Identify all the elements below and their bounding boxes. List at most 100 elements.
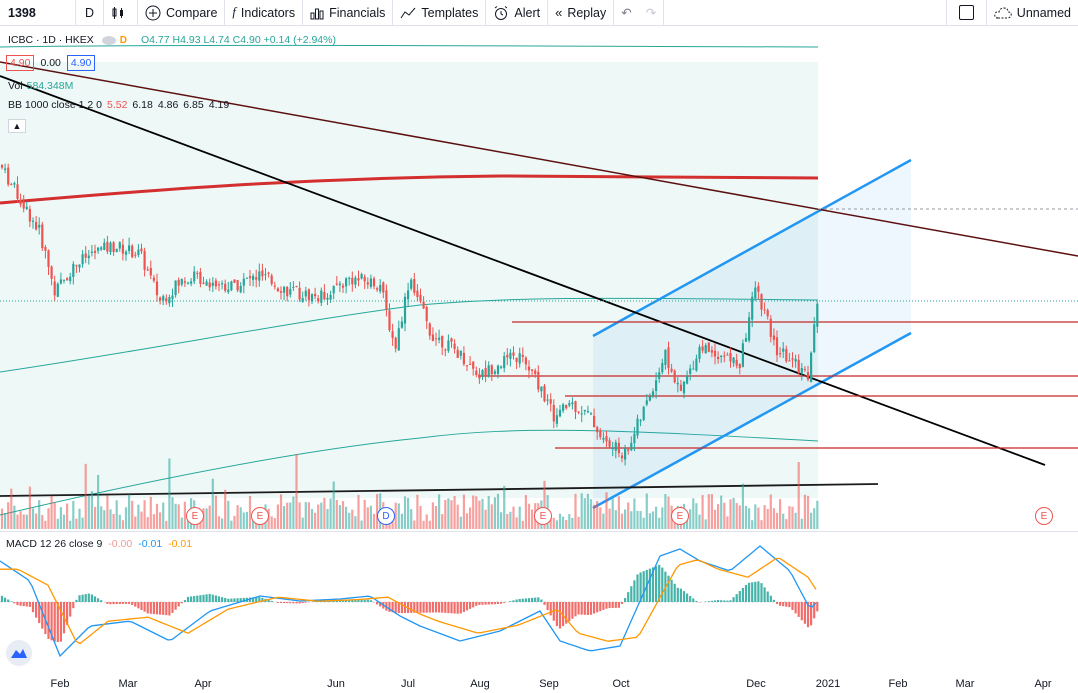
bid-price[interactable]: 4.90 — [6, 55, 35, 71]
macd-histogram-bar — [593, 602, 596, 614]
candle-body — [760, 293, 763, 310]
macd-histogram-bar — [50, 602, 53, 641]
undo-button[interactable]: ↶ — [621, 6, 632, 20]
candle-body — [698, 347, 701, 359]
candle-body — [236, 280, 239, 291]
volume-bar — [583, 498, 586, 529]
volume-bar — [614, 510, 617, 529]
fullscreen-button[interactable] — [945, 0, 987, 26]
candle-body — [264, 274, 267, 276]
macd-histogram-bar — [782, 602, 785, 607]
earnings-badge[interactable]: E — [251, 507, 269, 525]
macd-histogram-value: -0.00 — [108, 538, 133, 550]
volume-bar — [428, 520, 431, 529]
candle-body — [503, 356, 506, 369]
macd-histogram-bar — [431, 602, 434, 613]
volume-bar — [751, 520, 754, 529]
financials-button[interactable]: Financials — [303, 0, 394, 26]
macd-histogram-bar — [100, 600, 103, 602]
volume-bar — [717, 504, 720, 529]
tradingview-logo-icon[interactable] — [6, 640, 32, 666]
macd-histogram-bar — [521, 598, 524, 602]
chart-type-button[interactable] — [104, 0, 138, 26]
macd-histogram-bar — [112, 602, 115, 605]
macd-pane[interactable]: MACD 12 26 close 9 -0.00 -0.01 -0.01 — [0, 531, 1078, 673]
candle-body — [803, 369, 806, 371]
replay-button[interactable]: « Replay — [548, 0, 615, 26]
macd-histogram-bar — [19, 602, 22, 606]
volume-bar — [155, 503, 159, 529]
symbol-search[interactable]: 1398 — [0, 0, 76, 26]
macd-histogram-bar — [472, 602, 475, 608]
macd-histogram-bar — [10, 601, 13, 602]
volume-bar — [335, 499, 338, 529]
earnings-badge[interactable]: E — [1035, 507, 1053, 525]
macd-histogram-bar — [146, 602, 149, 614]
dividend-event-badge[interactable]: D — [377, 507, 395, 525]
interval-button[interactable]: D — [76, 0, 104, 26]
volume-bar — [531, 509, 534, 529]
macd-histogram-bar — [87, 593, 90, 602]
macd-histogram-bar — [500, 602, 503, 604]
volume-bar — [512, 506, 515, 529]
macd-histogram-bar — [810, 602, 813, 626]
volume-bar — [289, 502, 292, 529]
candle-body — [338, 283, 341, 286]
compare-button[interactable]: Compare — [138, 0, 226, 26]
macd-histogram-bar — [676, 587, 679, 602]
volume-bar — [103, 510, 106, 529]
macd-histogram-bar — [137, 602, 140, 609]
main-chart-pane[interactable]: ICBC · 1D · HKEX D O4.77 H4.93 L4.74 C4.… — [0, 26, 1078, 529]
redo-button[interactable]: ↷ — [639, 0, 665, 26]
indicators-button[interactable]: f Indicators — [225, 0, 304, 26]
volume-bar — [549, 515, 552, 529]
macd-histogram-bar — [537, 597, 540, 602]
candle-body — [720, 355, 723, 358]
templates-icon — [400, 7, 416, 18]
macd-histogram-bar — [760, 583, 763, 602]
candle-body — [422, 301, 425, 309]
volume-bar — [121, 520, 124, 529]
eye-icon[interactable] — [101, 35, 116, 45]
volume-bar — [475, 496, 478, 529]
candle-body — [28, 208, 31, 222]
candle-body — [496, 365, 500, 374]
macd-histogram-bar — [589, 602, 593, 615]
candle-body — [794, 358, 797, 362]
volume-bar — [211, 478, 214, 529]
earnings-badge[interactable]: E — [671, 507, 689, 525]
macd-histogram-bar — [779, 602, 782, 606]
candle-body — [549, 399, 552, 404]
macd-histogram-bar — [348, 600, 351, 602]
macd-line — [0, 545, 817, 658]
macd-histogram-bar — [630, 586, 633, 602]
time-axis[interactable]: Feb Mar Apr Jun Jul Aug Sep Oct Dec 2021… — [0, 673, 1078, 693]
alert-button[interactable]: Alert — [486, 0, 549, 26]
candle-body — [323, 292, 326, 300]
volume-bar — [180, 517, 183, 529]
dividend-badge: D — [119, 34, 127, 46]
macd-histogram-bar — [186, 596, 190, 602]
earnings-badge[interactable]: E — [534, 507, 552, 525]
candle-body — [462, 352, 465, 365]
macd-histogram-bar — [388, 602, 391, 612]
volume-bar — [22, 514, 25, 529]
candle-body — [726, 354, 729, 356]
candle-body — [217, 284, 221, 286]
candle-body — [602, 437, 605, 440]
time-tick: Mar — [118, 678, 138, 690]
collapse-legend-arrow-icon[interactable]: ▲ — [8, 119, 26, 133]
candle-body — [723, 355, 726, 357]
ask-price[interactable]: 4.90 — [66, 55, 96, 71]
macd-histogram-bar — [769, 595, 772, 602]
volume-legend: Vol 584.348M — [8, 80, 73, 92]
earnings-badge[interactable]: E — [186, 507, 204, 525]
volume-bar — [4, 513, 7, 529]
macd-histogram-bar — [242, 597, 245, 602]
macd-histogram-bar — [335, 600, 338, 602]
layout-name-button[interactable]: Unnamed — [987, 0, 1078, 26]
volume-bar — [422, 520, 425, 529]
templates-button[interactable]: Templates — [393, 0, 487, 26]
volume-bar — [456, 504, 459, 529]
macd-histogram-bar — [682, 591, 686, 602]
